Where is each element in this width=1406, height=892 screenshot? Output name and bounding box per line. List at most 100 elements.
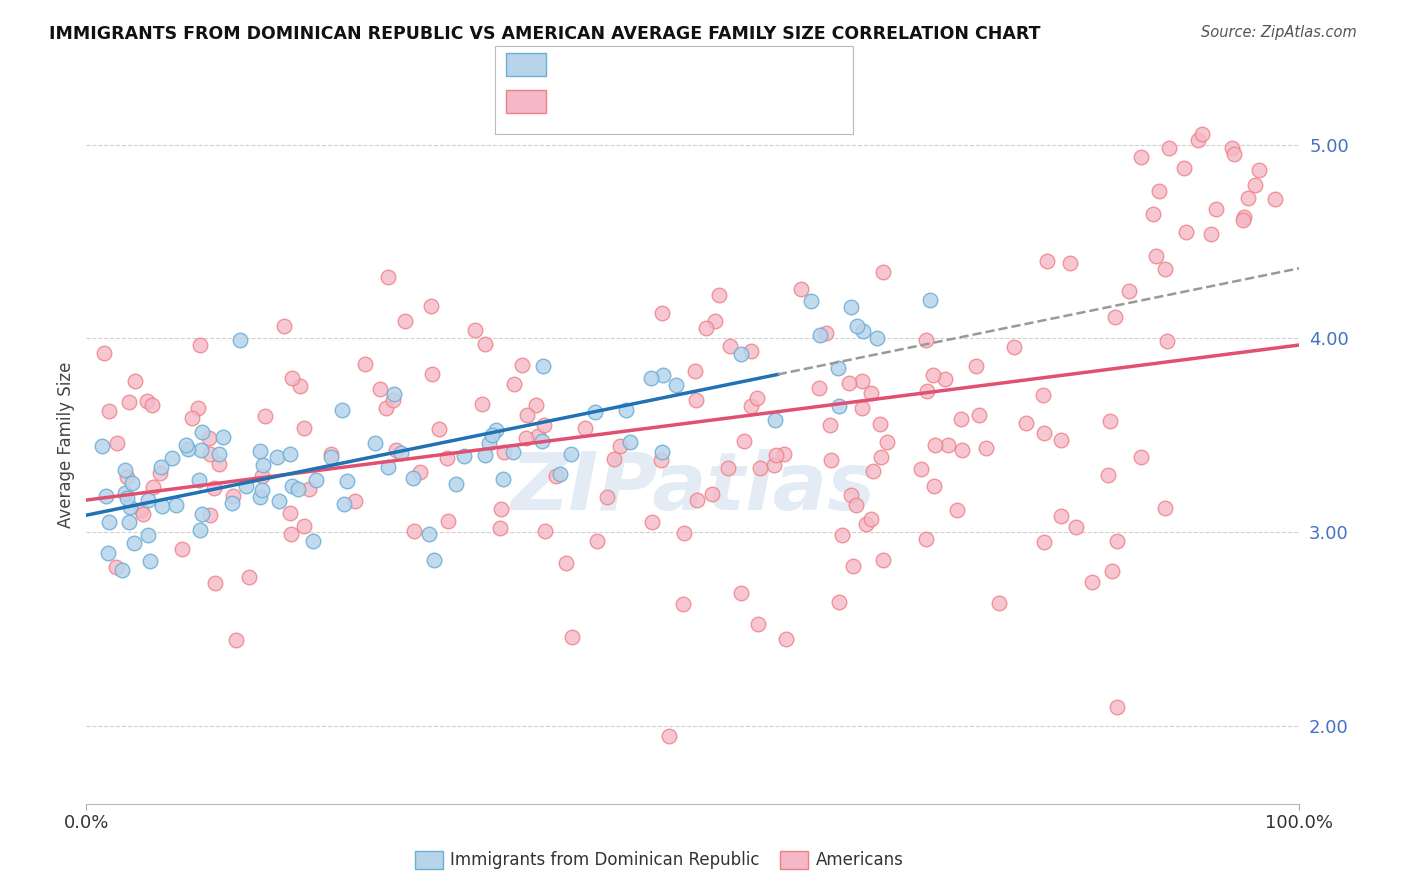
Point	[249, 444, 271, 458]
Point	[141, 398, 163, 412]
Text: Immigrants from Dominican Republic: Immigrants from Dominican Republic	[450, 851, 759, 869]
Point	[922, 479, 945, 493]
Point	[1097, 468, 1119, 483]
Point	[560, 447, 582, 461]
Point	[910, 462, 932, 476]
Point	[1036, 254, 1059, 268]
Point	[965, 359, 987, 373]
Point	[118, 515, 141, 529]
Point	[950, 443, 973, 458]
Point	[651, 444, 673, 458]
Point	[229, 333, 252, 347]
Point	[918, 293, 941, 307]
Text: Source: ZipAtlas.com: Source: ZipAtlas.com	[1201, 25, 1357, 40]
Point	[818, 417, 841, 432]
Point	[974, 442, 997, 456]
Point	[914, 333, 936, 347]
Point	[1264, 192, 1286, 206]
Point	[165, 498, 187, 512]
Point	[872, 553, 894, 567]
Point	[105, 435, 128, 450]
Point	[619, 434, 641, 449]
Point	[603, 452, 626, 467]
Point	[855, 517, 877, 532]
Point	[188, 523, 211, 537]
Point	[377, 460, 399, 475]
Point	[252, 458, 274, 472]
Point	[763, 458, 786, 472]
Point	[238, 570, 260, 584]
Point	[294, 519, 316, 533]
Point	[464, 322, 486, 336]
Point	[838, 376, 860, 391]
Point	[1101, 564, 1123, 578]
Point	[934, 372, 956, 386]
Point	[90, 439, 112, 453]
Point	[851, 374, 873, 388]
Point	[222, 489, 245, 503]
Point	[478, 436, 501, 450]
Point	[160, 451, 183, 466]
Point	[1107, 700, 1129, 714]
Point	[665, 378, 688, 392]
Point	[132, 507, 155, 521]
Point	[235, 479, 257, 493]
Point	[492, 444, 515, 458]
Point	[524, 399, 547, 413]
Point	[765, 448, 787, 462]
Point	[870, 450, 893, 465]
Point	[950, 412, 973, 426]
Point	[658, 729, 681, 743]
Point	[1173, 161, 1195, 176]
Point	[1233, 210, 1256, 224]
Point	[924, 437, 946, 451]
Point	[1050, 509, 1073, 524]
Point	[343, 494, 366, 508]
Point	[287, 483, 309, 497]
Point	[385, 442, 408, 457]
Point	[333, 497, 356, 511]
Point	[336, 474, 359, 488]
Point	[104, 560, 127, 574]
Point	[596, 491, 619, 505]
Point	[1236, 191, 1258, 205]
Point	[250, 468, 273, 483]
Point	[409, 465, 432, 479]
Point	[114, 463, 136, 477]
Point	[1081, 575, 1104, 590]
Point	[515, 431, 537, 445]
Point	[174, 437, 197, 451]
Point	[142, 480, 165, 494]
Point	[298, 482, 321, 496]
Point	[672, 597, 695, 611]
Point	[988, 597, 1011, 611]
Point	[1154, 261, 1177, 276]
Point	[1244, 178, 1267, 193]
Point	[1222, 147, 1244, 161]
Point	[253, 409, 276, 424]
Point	[93, 345, 115, 359]
Point	[485, 423, 508, 437]
Point	[702, 487, 724, 501]
Point	[502, 376, 524, 391]
Point	[453, 449, 475, 463]
Point	[800, 294, 823, 309]
Point	[1130, 150, 1153, 164]
Point	[191, 507, 214, 521]
Point	[188, 474, 211, 488]
Point	[377, 270, 399, 285]
Point	[249, 490, 271, 504]
Point	[814, 326, 837, 341]
Point	[1014, 416, 1036, 430]
Point	[436, 450, 458, 465]
Point	[1142, 207, 1164, 221]
Point	[491, 502, 513, 516]
Point	[1104, 310, 1126, 324]
Point	[640, 371, 662, 385]
Point	[136, 493, 159, 508]
Point	[827, 361, 849, 376]
Point	[402, 471, 425, 485]
Point	[641, 515, 664, 529]
Point	[180, 411, 202, 425]
Point	[730, 586, 752, 600]
